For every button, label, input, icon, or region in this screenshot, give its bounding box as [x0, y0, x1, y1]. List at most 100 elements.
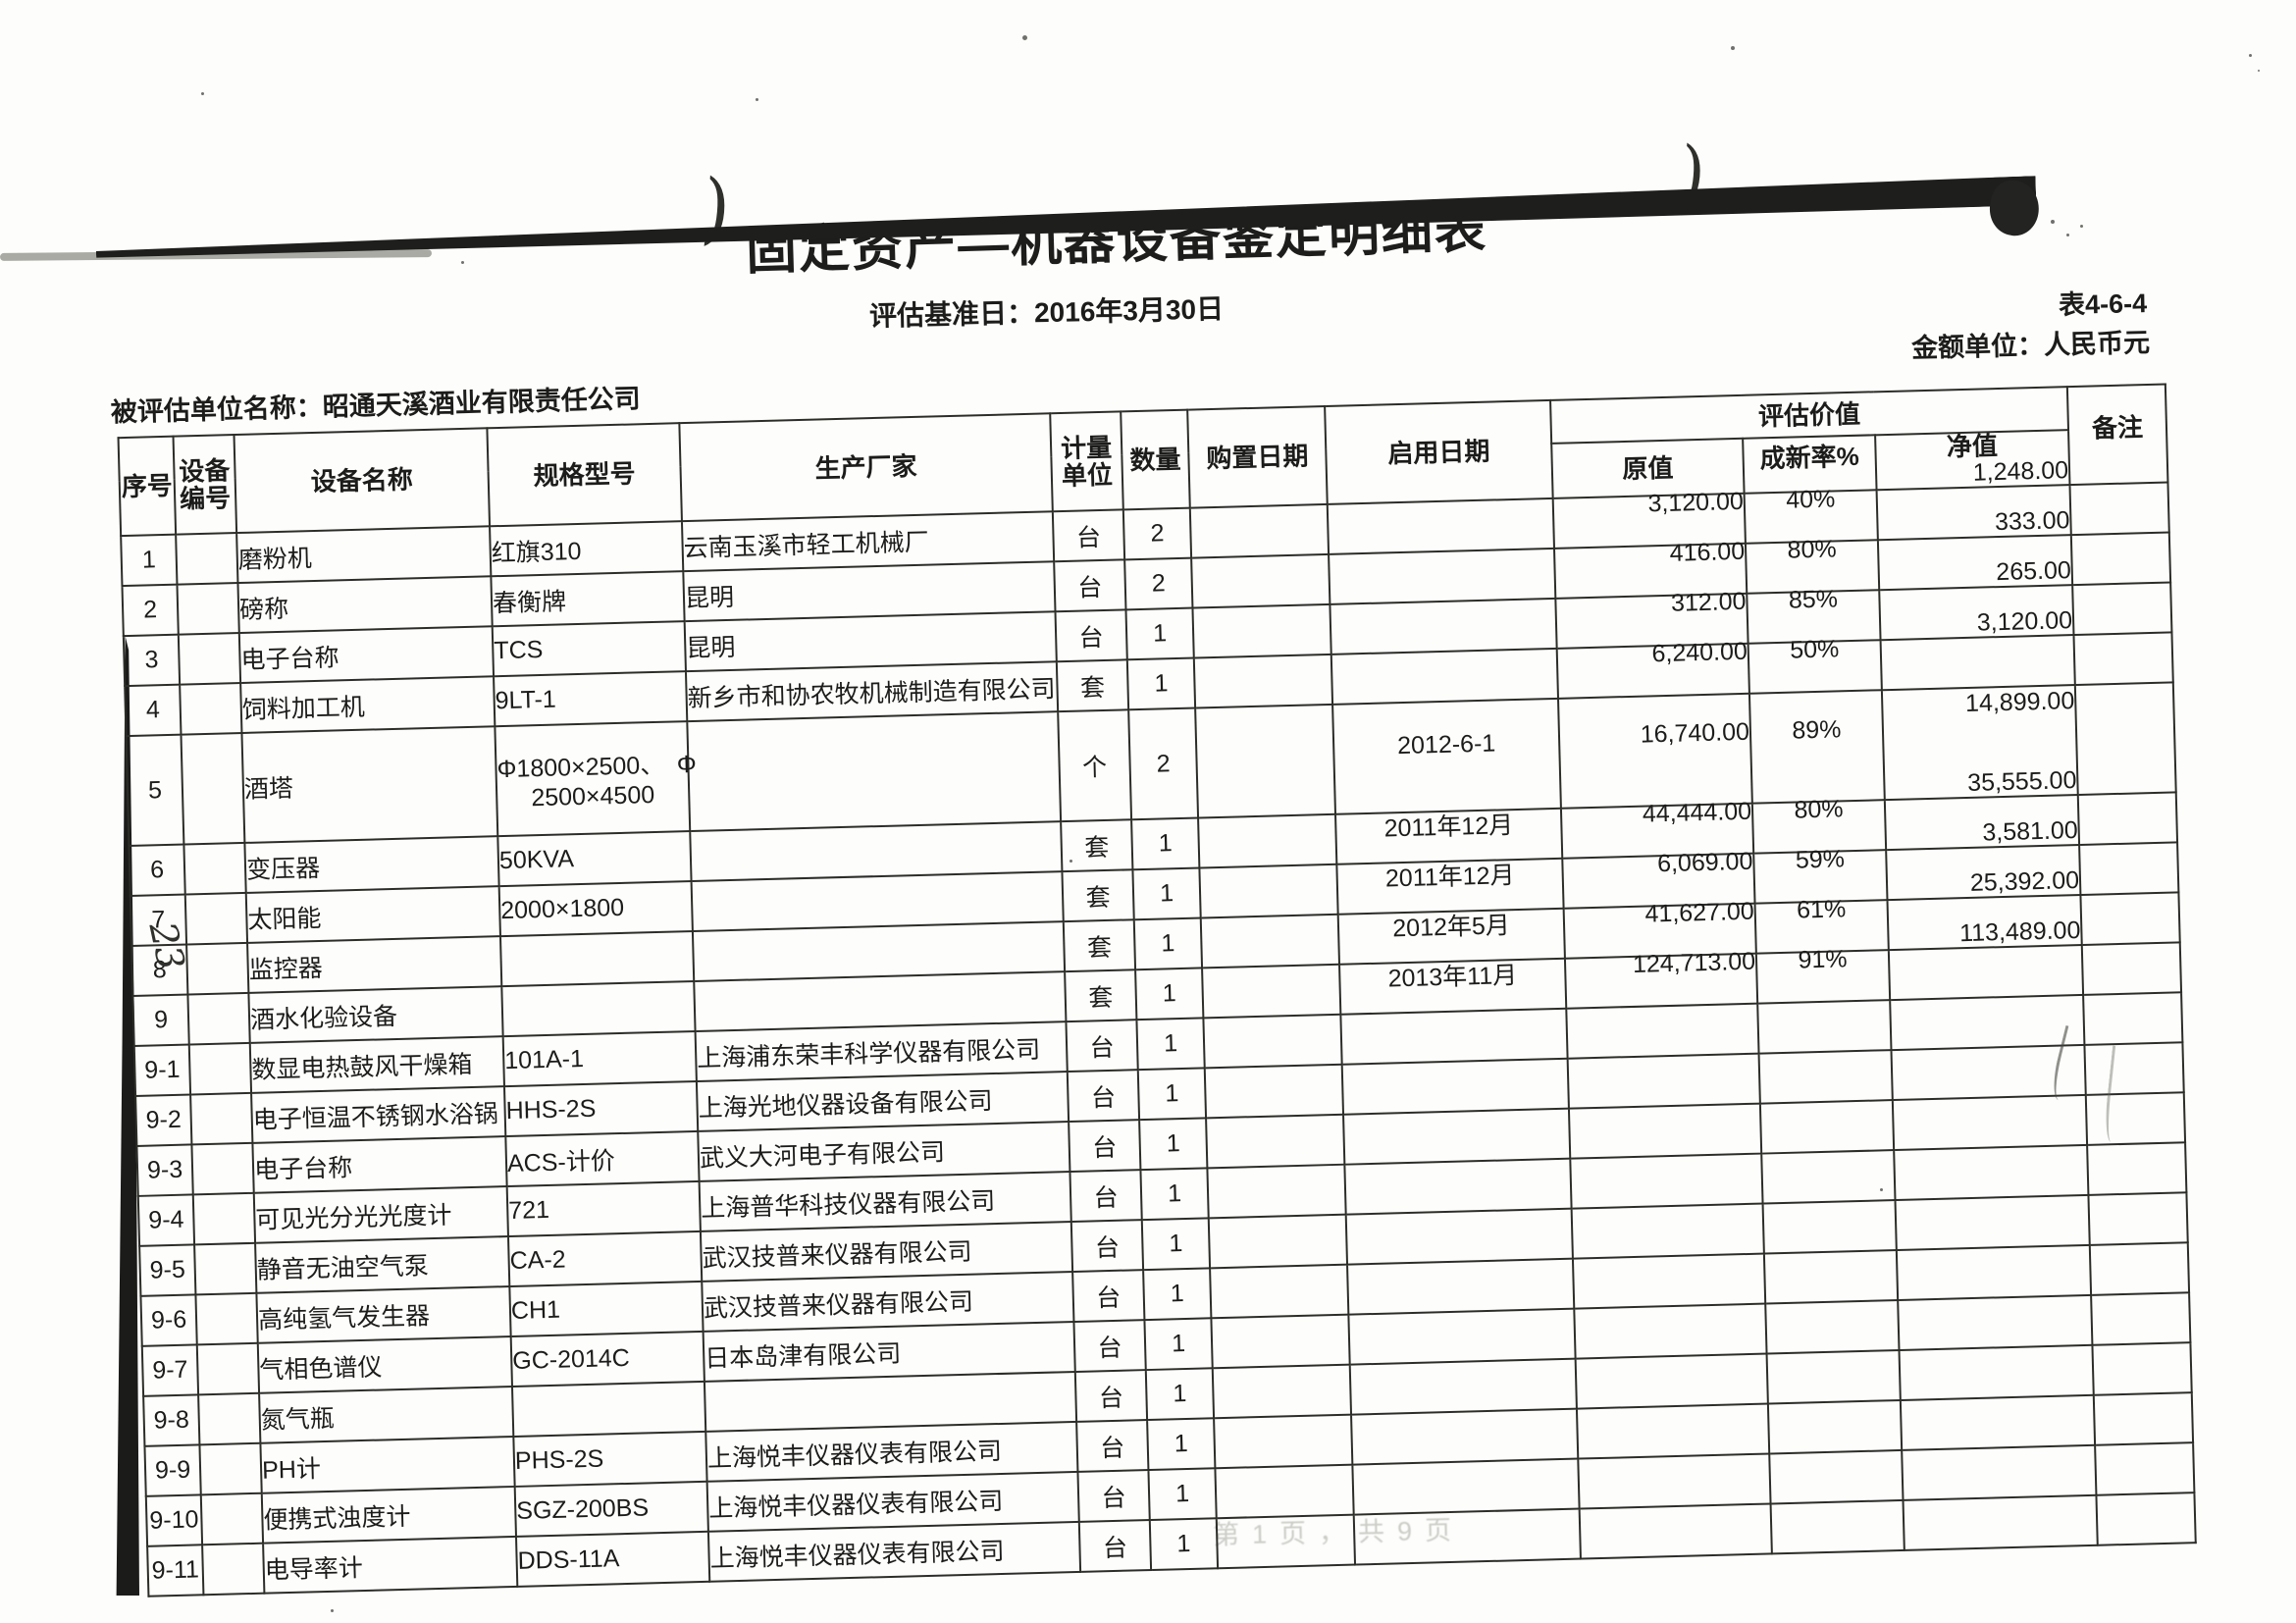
cell-qty: 2: [1124, 557, 1193, 610]
cell-unit: 套: [1063, 919, 1136, 972]
cell-purchase: [1214, 1414, 1353, 1469]
cell-rate: [1757, 1000, 1892, 1054]
cell-spec: Φ1800×2500、 Φ 2500×4500: [495, 721, 697, 837]
cell-seq: 9-2: [135, 1094, 192, 1146]
cell-spec: SGZ-200BS: [514, 1481, 708, 1537]
cell-seq: 9-7: [141, 1344, 199, 1396]
cell-qty: 1: [1147, 1418, 1216, 1471]
cell-unit: 套: [1061, 819, 1133, 872]
cell-orig: [1576, 1403, 1770, 1459]
cell-unit: 台: [1076, 1420, 1149, 1472]
cell-no: [187, 992, 250, 1045]
cell-remark: [2081, 942, 2182, 995]
cell-seq: 9: [132, 994, 189, 1046]
cell-remark: [2087, 1142, 2187, 1195]
cell-start: [1331, 648, 1558, 705]
cell-remark: [2085, 1092, 2186, 1145]
cell-unit: 台: [1070, 1220, 1144, 1273]
cell-unit: 台: [1055, 609, 1127, 662]
cell-net: [1900, 1394, 2096, 1450]
cell-purchase: [1212, 1364, 1352, 1419]
cell-spec: 春衡牌: [491, 571, 685, 627]
cell-start: [1344, 1158, 1572, 1215]
cell-name: 氮气瓶: [259, 1386, 514, 1443]
cell-unit: 套: [1062, 869, 1134, 922]
cell-qty: 1: [1148, 1468, 1217, 1521]
cell-purchase: [1195, 704, 1336, 818]
cell-remark: [2072, 582, 2172, 636]
cell-orig: [1568, 1103, 1762, 1159]
cell-orig: [1566, 1003, 1759, 1059]
cell-purchase: [1198, 813, 1337, 868]
cell-unit: 台: [1067, 1070, 1140, 1123]
cell-unit: 套: [1065, 969, 1137, 1022]
cell-start: [1348, 1308, 1576, 1365]
cell-name: 气相色谱仪: [257, 1336, 512, 1393]
cell-no: [190, 1092, 253, 1145]
col-header-qty: 数量: [1121, 409, 1190, 510]
cell-name: 酒塔: [241, 726, 498, 843]
cell-seq: 4: [125, 684, 182, 737]
col-header-unit: 计量单位: [1050, 411, 1123, 512]
cell-no: [199, 1442, 262, 1495]
scan-speck: [461, 261, 464, 264]
cell-seq: 9-9: [144, 1444, 201, 1496]
cell-remark: [2083, 992, 2183, 1045]
cell-rate: 89%: [1748, 690, 1885, 804]
cell-net: 113,489.00: [1888, 916, 2084, 1001]
cell-net: [1902, 1444, 2097, 1500]
cell-no: [192, 1192, 256, 1245]
scan-speck: [201, 92, 204, 95]
cell-remark: [2077, 792, 2178, 846]
cell-net: [1899, 1344, 2094, 1400]
cell-rate: [1769, 1449, 1904, 1504]
col-header-remark: 备注: [2066, 384, 2168, 486]
cell-name: 电子台称: [252, 1136, 507, 1193]
cell-name: 饲料加工机: [240, 676, 496, 733]
cell-purchase: [1208, 1214, 1348, 1269]
cell-name: 静音无油空气泵: [255, 1236, 510, 1293]
cell-rate: [1765, 1300, 1900, 1354]
cell-no: [180, 683, 242, 735]
cell-name: 可见光分光光度计: [253, 1186, 508, 1243]
cell-qty: 1: [1144, 1318, 1213, 1371]
cell-seq: 9-1: [133, 1044, 191, 1096]
cell-seq: 3: [123, 634, 181, 687]
col-header-name: 设备名称: [234, 428, 491, 534]
cell-spec: CH1: [509, 1281, 704, 1337]
cell-maker: 上海悦丰仪器仪表有限公司: [707, 1521, 1081, 1582]
cell-net: [1892, 1094, 2088, 1151]
cell-rate: [1761, 1150, 1896, 1204]
scan-speck: [1022, 35, 1027, 40]
cell-orig: 6,240.00: [1556, 638, 1749, 699]
cell-name: 电子恒温不锈钢水浴锅: [251, 1086, 506, 1143]
cell-start: 2012年5月: [1337, 908, 1565, 965]
col-header-seq: 序号: [118, 436, 177, 537]
cell-name: 电子台称: [238, 626, 495, 684]
cell-purchase: [1207, 1164, 1346, 1219]
cell-spec: 9LT-1: [494, 671, 688, 727]
cell-no: [194, 1242, 257, 1295]
col-header-start: 启用日期: [1325, 399, 1553, 504]
cell-name: 数显电热鼓风干燥箱: [249, 1036, 504, 1093]
cell-purchase: [1200, 914, 1340, 969]
cell-spec: TCS: [492, 621, 686, 677]
cell-unit: 台: [1073, 1320, 1146, 1372]
cell-seq: 9-6: [140, 1294, 197, 1346]
cell-spec: 红旗310: [490, 521, 684, 577]
cell-name: 监控器: [247, 936, 502, 993]
table-body: 1 磨粉机 红旗310 云南玉溪市轻工机械厂台 2 3,120.00 40% 1,248.00…: [121, 456, 2196, 1597]
cell-qty: 2: [1128, 707, 1199, 820]
cell-qty: 1: [1132, 867, 1201, 920]
cell-no: [177, 583, 239, 635]
scan-speck: [1070, 860, 1072, 863]
cell-rate: [1762, 1200, 1897, 1254]
cell-remark: [2093, 1392, 2194, 1445]
cell-name: 磨粉机: [236, 526, 492, 584]
cell-orig: [1567, 1053, 1760, 1109]
cell-spec: 721: [506, 1180, 701, 1237]
cell-remark: [2089, 1242, 2190, 1295]
cell-name: 电导率计: [263, 1536, 518, 1594]
cell-seq: 2: [122, 584, 179, 637]
cell-orig: [1574, 1303, 1767, 1359]
